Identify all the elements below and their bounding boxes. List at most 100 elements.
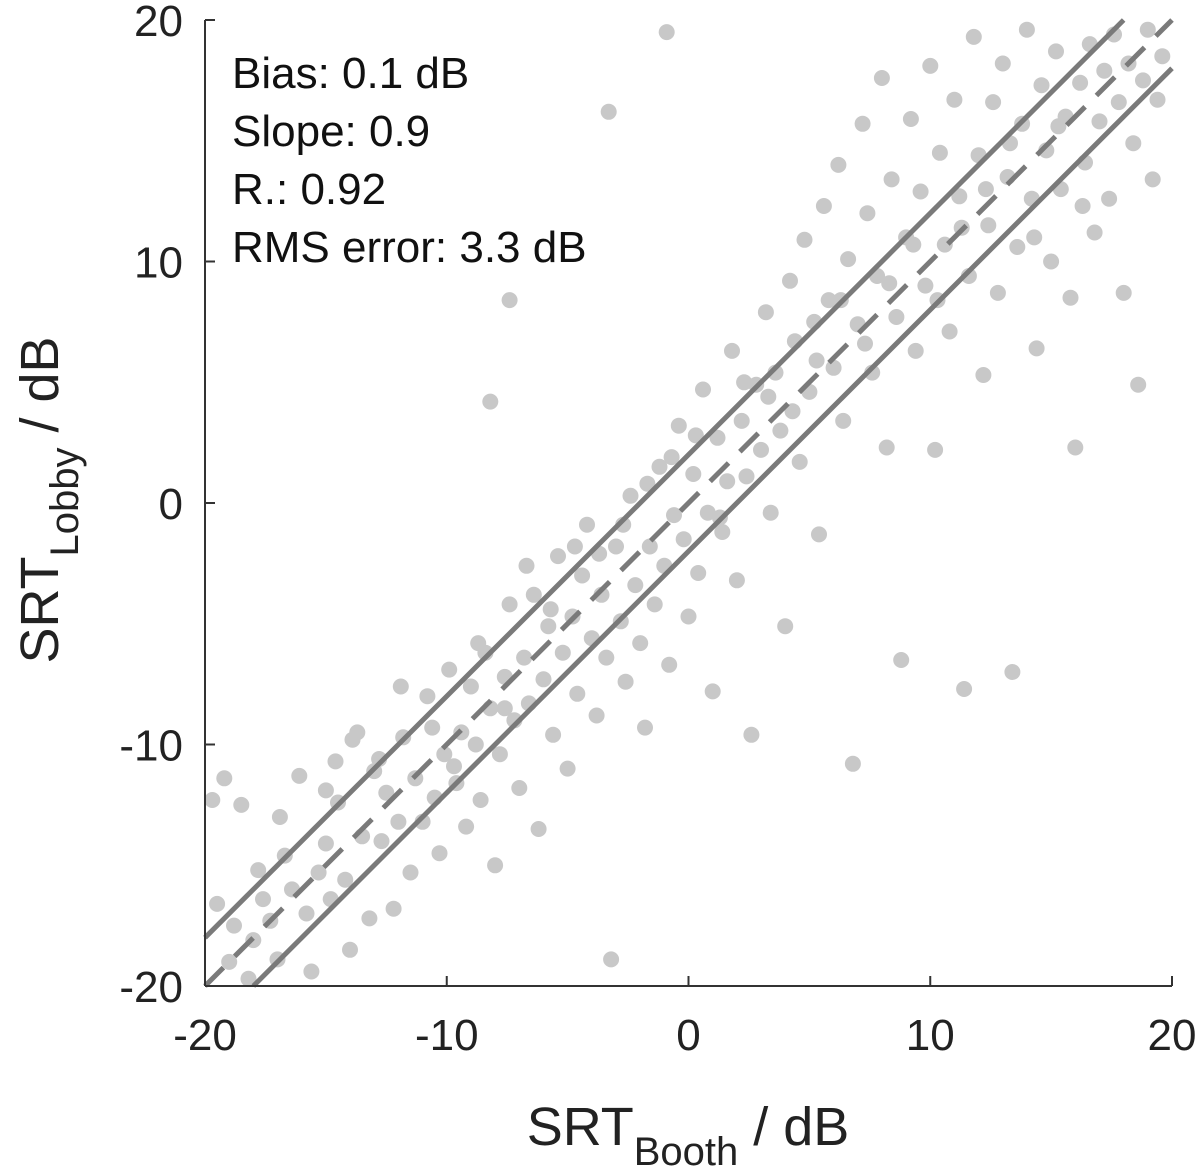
data-point (791, 453, 808, 470)
data-point (796, 231, 813, 248)
data-point (835, 412, 852, 429)
data-point (951, 188, 968, 205)
data-point (419, 688, 436, 705)
data-point (608, 538, 624, 555)
data-point (1149, 91, 1166, 108)
data-point (927, 441, 944, 458)
data-point (989, 284, 1006, 301)
data-point (1110, 94, 1127, 111)
data-point (501, 596, 518, 613)
data-point (675, 531, 692, 548)
data-point (221, 953, 238, 970)
data-point (303, 963, 320, 980)
data-point (1072, 74, 1089, 91)
data-point (639, 475, 656, 492)
data-point (815, 198, 832, 214)
data-point (550, 548, 566, 565)
data-point (361, 910, 378, 927)
data-point (637, 719, 653, 736)
x-axis-title-sub: Booth (634, 1130, 739, 1174)
data-point (424, 719, 441, 736)
data-point (772, 422, 789, 439)
data-point (588, 707, 605, 724)
data-point (658, 24, 675, 41)
data-point (554, 644, 571, 661)
data-point (255, 891, 271, 908)
data-point (579, 516, 595, 533)
x-axis-title-unit: / dB (738, 1097, 849, 1157)
data-point (931, 144, 948, 161)
data-point (1018, 21, 1035, 38)
reference-lines (203, 18, 1174, 988)
data-point (980, 217, 997, 234)
data-point (458, 818, 475, 835)
data-point (392, 678, 409, 695)
data-point (271, 809, 288, 825)
data-point (893, 652, 910, 668)
data-point (491, 746, 508, 763)
data-point (559, 760, 576, 777)
data-point (1067, 439, 1084, 456)
data-point (472, 792, 489, 808)
data-point (728, 572, 745, 589)
data-point (743, 726, 760, 743)
data-point (854, 115, 871, 132)
data-point (617, 673, 634, 690)
data-point (784, 403, 801, 420)
data-point (317, 835, 334, 852)
data-point (622, 487, 639, 504)
y-tick-label: -10 (119, 722, 183, 771)
data-point (695, 381, 711, 398)
data-point (922, 57, 939, 74)
data-point (1135, 72, 1151, 89)
data-point (337, 871, 354, 888)
data-point (757, 304, 774, 321)
y-axis-title-main: SRT (10, 557, 70, 664)
data-point (1048, 43, 1064, 60)
data-point (1043, 253, 1060, 270)
data-point (1115, 284, 1132, 301)
data-point (1074, 198, 1091, 214)
data-point (714, 524, 731, 540)
y-axis-title-sub: Lobby (43, 448, 87, 557)
data-point (646, 596, 663, 613)
data-point (598, 649, 615, 666)
data-point (687, 427, 704, 444)
data-point (825, 359, 842, 376)
y-tick-label: 10 (134, 239, 183, 288)
data-point (888, 309, 905, 325)
data-point (535, 671, 552, 688)
data-point (216, 770, 233, 787)
data-point (574, 567, 591, 584)
reference-line-identity (203, 18, 1174, 988)
data-point (431, 845, 448, 862)
data-point (881, 275, 898, 292)
data-point (907, 342, 924, 359)
data-point (985, 94, 1002, 111)
data-point (738, 468, 755, 485)
data-point (327, 753, 344, 770)
data-point (487, 857, 504, 874)
data-point (883, 171, 900, 188)
data-point (1086, 224, 1103, 241)
data-point (663, 449, 680, 466)
reference-line-upper (203, 18, 1126, 940)
x-axis-title: SRTBooth / dB (527, 1097, 850, 1174)
reference-line-lower (251, 66, 1174, 988)
data-point (736, 374, 753, 391)
data-point (525, 586, 542, 603)
data-point (830, 156, 847, 173)
data-point (905, 236, 922, 253)
data-point (441, 661, 458, 678)
data-point (760, 388, 777, 405)
y-axis-title-unit: / dB (10, 336, 70, 447)
data-point (1009, 239, 1026, 255)
y-tick-label: 20 (134, 0, 183, 46)
data-point (902, 111, 919, 127)
data-point (496, 700, 513, 717)
data-point (402, 864, 419, 881)
data-point (545, 726, 562, 743)
data-point (342, 941, 358, 958)
data-point (670, 417, 687, 434)
x-tick-label: -10 (415, 1011, 479, 1060)
